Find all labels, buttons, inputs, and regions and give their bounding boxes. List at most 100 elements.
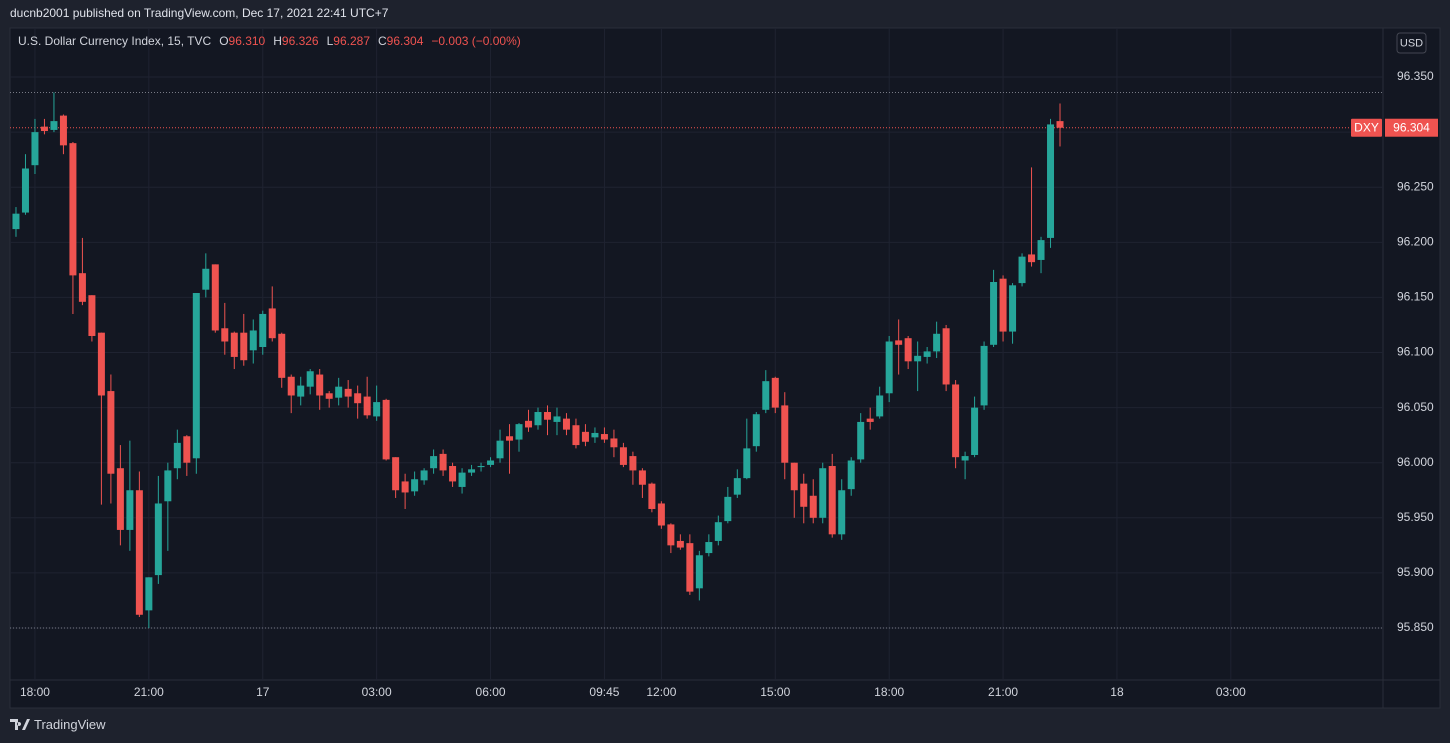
candle-body bbox=[287, 376, 295, 396]
candle-body bbox=[1037, 240, 1045, 260]
candle-body bbox=[40, 126, 48, 132]
x-tick-label: 21:00 bbox=[988, 685, 1018, 699]
candle-body bbox=[790, 462, 798, 491]
candles bbox=[12, 92, 1064, 628]
x-tick-label: 21:00 bbox=[134, 685, 164, 699]
candle-body bbox=[477, 466, 485, 468]
y-tick-label: 96.150 bbox=[1397, 290, 1434, 304]
candle-body bbox=[999, 278, 1007, 332]
candle-body bbox=[430, 456, 438, 469]
candle-body bbox=[933, 333, 941, 352]
candle-body bbox=[31, 132, 39, 166]
x-tick-label: 12:00 bbox=[646, 685, 676, 699]
candle-body bbox=[126, 490, 134, 530]
legend-l: L bbox=[327, 34, 334, 48]
candle-body bbox=[724, 496, 732, 522]
candle-body bbox=[240, 332, 248, 361]
candle-body bbox=[297, 385, 305, 397]
candle-body bbox=[800, 483, 808, 507]
x-tick-label: 18:00 bbox=[874, 685, 904, 699]
candle-body bbox=[1028, 254, 1036, 263]
candle-body bbox=[705, 542, 713, 554]
candle-body bbox=[401, 481, 409, 493]
y-tick-label: 96.200 bbox=[1397, 234, 1434, 248]
candle-body bbox=[771, 377, 779, 408]
candle-body bbox=[249, 330, 257, 351]
candle-body bbox=[648, 483, 656, 509]
candle-body bbox=[762, 381, 770, 410]
candle-body bbox=[363, 396, 371, 416]
candle-body bbox=[1018, 256, 1026, 284]
candle-body bbox=[515, 424, 523, 440]
x-tick-label: 15:00 bbox=[760, 685, 790, 699]
candle-body bbox=[591, 432, 599, 438]
candle-body bbox=[506, 436, 514, 441]
candle-body bbox=[980, 345, 988, 406]
candle-body bbox=[743, 448, 751, 479]
candle-body bbox=[838, 490, 846, 535]
y-tick-label: 96.350 bbox=[1397, 69, 1434, 83]
currency[interactable]: USD bbox=[1400, 37, 1423, 49]
candle-body bbox=[990, 281, 998, 345]
candle-body bbox=[543, 412, 551, 420]
candle-body bbox=[895, 340, 903, 345]
candle-body bbox=[667, 524, 675, 546]
candle-body bbox=[50, 121, 58, 130]
symbol-tag-label: DXY bbox=[1354, 120, 1379, 134]
candle-body bbox=[781, 405, 789, 463]
brand-logo: TradingView bbox=[10, 717, 106, 732]
candle-body bbox=[876, 395, 884, 417]
candle-body bbox=[202, 268, 210, 290]
candle-body bbox=[914, 355, 922, 362]
candle-body bbox=[525, 420, 533, 428]
candle-body bbox=[135, 490, 143, 615]
candle-body bbox=[638, 470, 646, 485]
candle-body bbox=[857, 421, 865, 460]
candle-body bbox=[600, 434, 608, 440]
candle-body bbox=[78, 273, 86, 302]
candle-body bbox=[866, 418, 874, 422]
logo-icon bbox=[10, 719, 30, 730]
candle-body bbox=[923, 351, 931, 357]
legend: U.S. Dollar Currency Index, 15, TVC O96.3… bbox=[18, 34, 521, 48]
candle-body bbox=[373, 402, 381, 417]
y-tick-label: 96.000 bbox=[1397, 455, 1434, 469]
candle-body bbox=[572, 425, 580, 446]
candle-body bbox=[942, 328, 950, 385]
candle-body bbox=[458, 472, 466, 487]
currency-button[interactable] bbox=[1396, 32, 1427, 54]
candle-body bbox=[259, 313, 267, 348]
legend-low: 96.287 bbox=[333, 34, 370, 48]
candle-body bbox=[230, 332, 238, 357]
candle-body bbox=[885, 341, 893, 394]
candle-body bbox=[828, 466, 836, 535]
price-tag-label: 96.304 bbox=[1393, 120, 1430, 134]
y-tick-label: 96.100 bbox=[1397, 345, 1434, 359]
candle-body bbox=[107, 391, 115, 474]
candle-body bbox=[487, 460, 495, 465]
candle-body bbox=[629, 456, 637, 471]
y-tick-label: 95.850 bbox=[1397, 620, 1434, 634]
candle-body bbox=[192, 293, 200, 459]
candle-body bbox=[819, 468, 827, 518]
candle-body bbox=[116, 468, 124, 530]
x-tick-label: 03:00 bbox=[1216, 685, 1246, 699]
x-tick-label: 18:00 bbox=[20, 685, 50, 699]
candle-body bbox=[1056, 121, 1064, 128]
candle-body bbox=[173, 442, 181, 469]
candle-body bbox=[154, 503, 162, 576]
candle-body bbox=[325, 393, 333, 399]
x-tick-label: 09:45 bbox=[589, 685, 619, 699]
candle-body bbox=[847, 460, 855, 490]
candle-body bbox=[581, 431, 589, 442]
candle-body bbox=[952, 384, 960, 458]
candle-body bbox=[411, 479, 419, 492]
legend-h: H bbox=[273, 34, 282, 48]
legend-open: 96.310 bbox=[229, 34, 266, 48]
candle-body bbox=[21, 168, 29, 213]
x-tick-label: 06:00 bbox=[476, 685, 506, 699]
legend-change: −0.003 (−0.00%) bbox=[431, 34, 520, 48]
candle-body bbox=[961, 456, 969, 461]
publisher: ducnb2001 published on TradingView.com, … bbox=[10, 6, 389, 20]
